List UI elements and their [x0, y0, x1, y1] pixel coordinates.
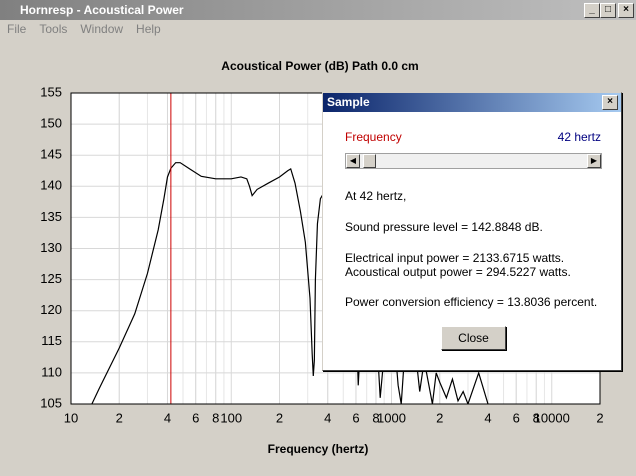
y-tick-label: 120 [40, 302, 62, 317]
close-button[interactable]: Close [441, 326, 506, 350]
slider-left[interactable]: ◀ [346, 154, 360, 168]
result-line: Electrical input power = 2133.6715 watts… [345, 251, 565, 265]
x-tick-label: 2 [116, 410, 123, 425]
minimize[interactable]: _ [584, 3, 600, 18]
dialog-close[interactable]: × [602, 95, 618, 110]
chart-title: Acoustical Power (dB) Path 0.0 cm [221, 59, 418, 73]
x-tick-label: 1000 [377, 410, 406, 425]
dialog-title: Sample [327, 95, 370, 109]
menu-item[interactable]: File [7, 22, 27, 36]
frequency-label: Frequency [345, 130, 402, 144]
x-tick-label: 6 [352, 410, 359, 425]
close[interactable]: × [618, 3, 634, 18]
y-tick-label: 150 [40, 116, 62, 131]
menu-item[interactable]: Tools [39, 22, 68, 36]
x-tick-label: 2 [276, 410, 283, 425]
dialog-title-bar: Sample × [323, 93, 621, 112]
result-line: Power conversion efficiency = 13.8036 pe… [345, 295, 598, 309]
x-tick-label: 6 [513, 410, 520, 425]
slider-thumb[interactable] [363, 154, 376, 168]
result-line: At 42 hertz, [345, 189, 407, 203]
menu-item[interactable]: Help [136, 22, 161, 36]
x-tick-label: 8 [372, 410, 379, 425]
x-tick-label: 2 [596, 410, 603, 425]
frequency-value: 42 hertz [557, 130, 601, 144]
x-axis-label: Frequency (hertz) [268, 442, 369, 456]
y-tick-label: 135 [40, 209, 62, 224]
x-tick-label: 2 [436, 410, 443, 425]
x-tick-label: 8 [212, 410, 219, 425]
menu-item[interactable]: Window [80, 22, 124, 36]
x-tick-label: 4 [324, 410, 331, 425]
x-tick-label: 6 [192, 410, 199, 425]
result-line: Acoustical output power = 294.5227 watts… [345, 265, 571, 279]
result-line: Sound pressure level = 142.8848 dB. [345, 220, 543, 234]
y-tick-label: 105 [40, 395, 62, 410]
x-tick-label: 10000 [534, 410, 570, 425]
y-tick-label: 130 [40, 240, 62, 255]
slider-right[interactable]: ▶ [587, 154, 601, 168]
x-tick-label: 8 [533, 410, 540, 425]
x-tick-label: 100 [220, 410, 242, 425]
title-bar: Hornresp - Acoustical Power _ □ × [0, 0, 636, 20]
menu-bar: File Tools Window Help [0, 22, 167, 40]
y-tick-label: 125 [40, 271, 62, 286]
y-tick-label: 155 [40, 84, 62, 99]
x-tick-label: 4 [484, 410, 491, 425]
x-tick-label: 10 [64, 410, 78, 425]
sample-dialog: Sample × Frequency 42 hertz ◀ ▶ At 42 hert… [322, 92, 622, 371]
frequency-slider[interactable]: ◀ ▶ [345, 153, 602, 169]
y-tick-label: 115 [41, 333, 62, 348]
maximize[interactable]: □ [600, 3, 616, 18]
y-tick-label: 145 [40, 147, 62, 162]
window-title: Hornresp - Acoustical Power [20, 3, 184, 17]
y-tick-label: 110 [41, 364, 62, 379]
x-tick-label: 4 [164, 410, 171, 425]
y-tick-label: 140 [40, 178, 62, 193]
